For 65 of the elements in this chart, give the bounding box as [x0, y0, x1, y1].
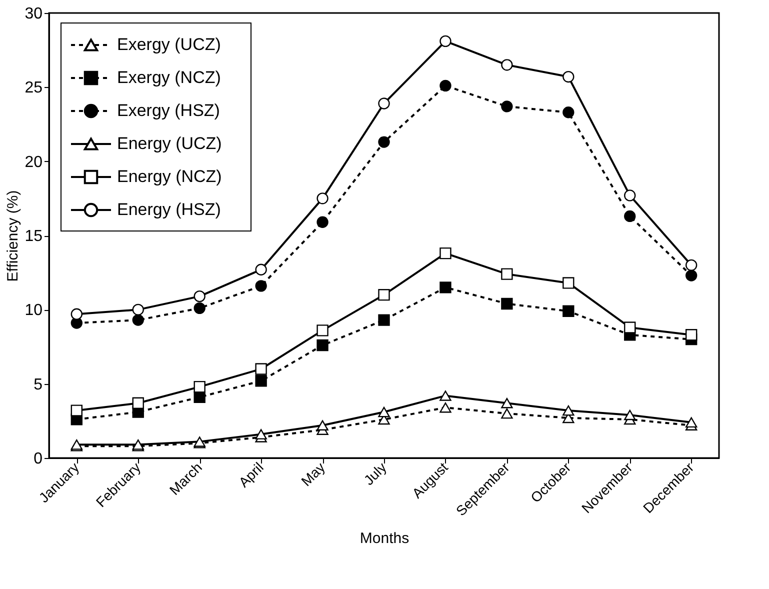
point [316, 324, 328, 336]
point [194, 290, 206, 302]
point [501, 408, 513, 419]
point [440, 282, 452, 294]
point [562, 405, 574, 416]
point [685, 270, 698, 282]
point [624, 210, 636, 222]
point [685, 259, 698, 271]
point [501, 398, 513, 408]
point [378, 98, 390, 110]
point [685, 329, 698, 341]
y-tick-label: 10 [24, 302, 43, 320]
point [562, 305, 574, 317]
point [440, 247, 452, 260]
point [316, 420, 328, 431]
legend-label: Energy (NCZ) [117, 167, 222, 186]
point [440, 80, 452, 92]
legend-label: Exergy (UCZ) [117, 35, 221, 54]
legend-label: Energy (UCZ) [117, 134, 222, 153]
point [378, 288, 390, 301]
point [255, 429, 267, 440]
point [378, 314, 390, 326]
y-axis-title: Efficiency (%) [4, 190, 22, 282]
y-tick-label: 30 [24, 6, 43, 22]
point [562, 106, 574, 118]
y-tick-label: 5 [34, 376, 43, 394]
point [624, 322, 636, 334]
point [378, 136, 390, 148]
point [132, 397, 144, 409]
point [624, 410, 636, 420]
point [70, 404, 83, 416]
point [501, 268, 513, 280]
point [70, 308, 83, 320]
point [316, 339, 328, 352]
point [255, 363, 267, 375]
point [440, 402, 452, 413]
x-tick-label: May [298, 459, 328, 490]
point [132, 304, 144, 316]
point [501, 59, 513, 71]
point [562, 70, 574, 83]
point [378, 406, 390, 418]
point [440, 390, 452, 401]
point [194, 302, 206, 314]
point [194, 380, 206, 393]
point [624, 190, 636, 202]
x-tick-label: July [360, 459, 390, 488]
point [316, 216, 328, 228]
legend-label: Exergy (NCZ) [117, 68, 221, 87]
y-tick-label: 25 [24, 80, 43, 97]
x-axis-title: Months [360, 530, 410, 547]
point [562, 277, 574, 289]
point [685, 417, 698, 428]
point [501, 298, 513, 310]
point [132, 314, 144, 326]
point [440, 35, 452, 48]
point [255, 375, 267, 387]
y-tick-label: 20 [24, 154, 43, 171]
legend-label: Exergy (HSZ) [117, 101, 220, 120]
point [255, 264, 267, 276]
y-tick-label: 0 [34, 450, 43, 468]
y-tick-label: 15 [24, 228, 43, 245]
point [501, 100, 513, 112]
legend-label: Energy (HSZ) [117, 200, 221, 219]
point [255, 280, 267, 292]
point [316, 192, 328, 204]
